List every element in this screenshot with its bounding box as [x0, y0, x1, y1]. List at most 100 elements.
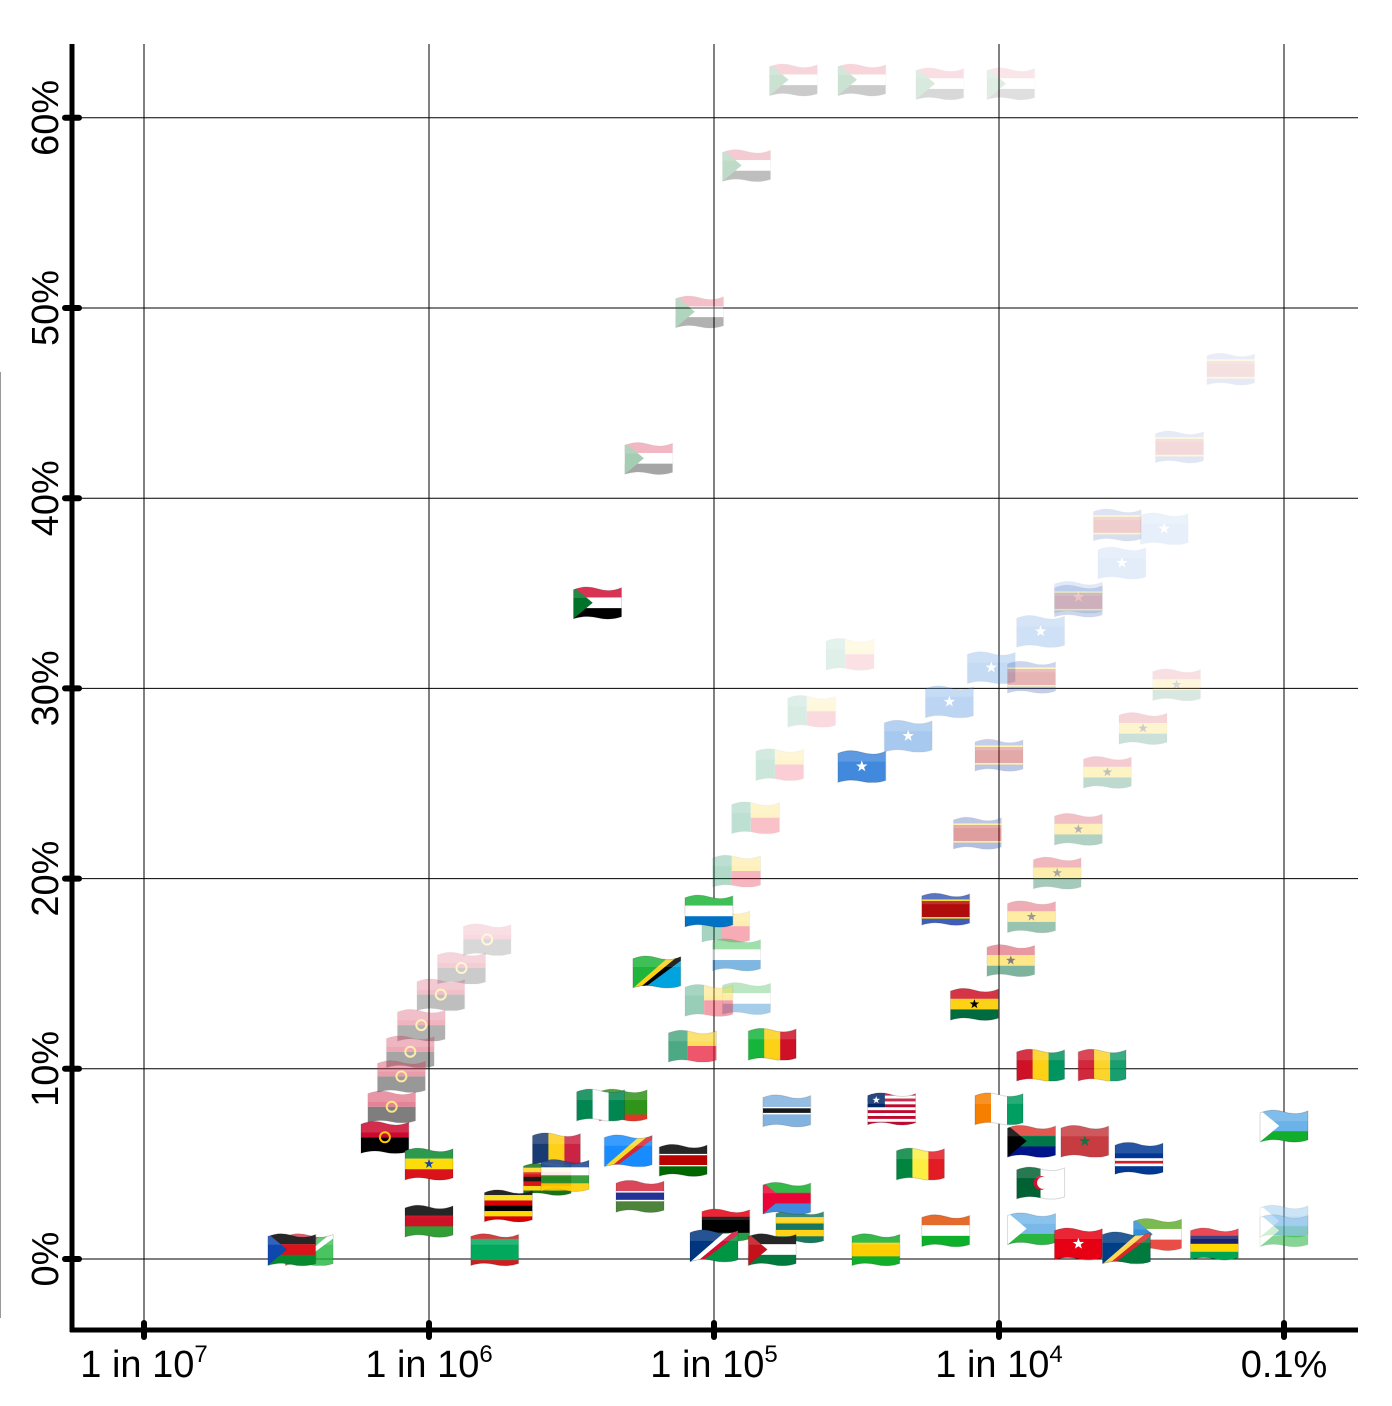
flag-point-tunisia — [1053, 1227, 1103, 1261]
flag-point-sudan — [624, 442, 674, 476]
flag-point-benin — [667, 1029, 717, 1063]
flag-point-sudan — [675, 295, 725, 329]
flag-point-malawi — [404, 1204, 454, 1238]
flag-point-angola — [463, 923, 512, 956]
flag-point-eswatini — [952, 816, 1002, 850]
flag-point-botswana — [762, 1094, 812, 1128]
x-tick-label: 1 in 104 — [935, 1341, 1062, 1386]
y-tick-label: 30% — [25, 650, 67, 726]
flag-point-uganda — [483, 1189, 533, 1223]
flag-point-angola — [437, 952, 486, 984]
flag-point-eswatini — [1007, 660, 1056, 694]
flag-point-sao-tome — [851, 1233, 901, 1267]
flag-point-angola — [416, 978, 465, 1011]
flag-point-nigeria — [576, 1088, 626, 1122]
x-tick-label: 0.1% — [1241, 1344, 1328, 1386]
flag-point-angola — [385, 1035, 435, 1069]
x-axis-ticks: 1 in 107 1 in 106 1 in 105 1 in 104 0.1% — [80, 1320, 1328, 1386]
flag-point-ghana — [1152, 668, 1201, 701]
y-axis-ticks: 0% 10% 20% 30% 40% 50% 60% — [25, 80, 82, 1287]
flag-point-algeria — [1016, 1166, 1066, 1200]
flag-point-sudan — [915, 67, 964, 100]
flag-point-eswatini — [974, 738, 1024, 772]
flag-point-eswatini — [1155, 431, 1204, 464]
flag-point-eswatini — [1206, 353, 1255, 386]
flag-point-niger — [921, 1214, 971, 1248]
flag-point-cape-verde — [1114, 1141, 1164, 1175]
flag-point-djibouti — [1259, 1109, 1309, 1143]
flag-point-somalia — [1054, 581, 1103, 614]
flag-point-ghana — [1007, 900, 1056, 934]
flag-point-sudan — [986, 67, 1035, 100]
flag-points — [267, 64, 1309, 1267]
flag-point-ghana — [1053, 812, 1103, 846]
left-edge-rule — [0, 372, 1, 1318]
flag-point-benin — [787, 695, 836, 728]
flag-point-benin — [826, 638, 874, 671]
flag-point-sierra-leone — [722, 982, 771, 1016]
flag-point-somalia — [966, 651, 1016, 685]
y-tick-label: 0% — [25, 1232, 67, 1287]
flag-point-central-african-republic — [540, 1159, 590, 1193]
x-tick-label: 1 in 105 — [650, 1341, 777, 1386]
flag-point-liberia — [867, 1092, 917, 1126]
flag-point-angola — [396, 1008, 446, 1042]
flag-point-somalia — [883, 719, 933, 753]
flag-point-somalia — [1140, 512, 1189, 545]
flag-point-guinea — [1077, 1048, 1127, 1082]
flag-point-western-sahara — [747, 1233, 797, 1267]
flag-point-senegal — [895, 1147, 945, 1181]
flag-point-chad — [531, 1132, 581, 1166]
flag-point-eswatini — [1093, 509, 1142, 542]
flag-point-drc — [603, 1134, 653, 1168]
flag-point-benin — [712, 854, 762, 888]
flag-point-eswatini — [1054, 585, 1103, 618]
y-tick-label: 10% — [25, 1031, 67, 1107]
y-tick-label: 50% — [25, 270, 67, 346]
flag-point-sudan — [769, 64, 818, 97]
x-tick-label: 1 in 106 — [365, 1341, 492, 1386]
y-tick-label: 40% — [25, 460, 67, 536]
flag-point-guinea — [1016, 1048, 1066, 1082]
flag-point-djibouti — [1259, 1214, 1309, 1248]
flag-point-ghana — [949, 987, 999, 1021]
flag-point-somalia — [1016, 615, 1065, 648]
flag-point-morocco — [1060, 1124, 1110, 1158]
flag-point-djibouti — [1007, 1212, 1056, 1246]
flag-point-somalia — [1097, 547, 1146, 579]
flag-point-south-sudan — [267, 1233, 317, 1267]
flag-point-south-africa — [1007, 1124, 1056, 1158]
flag-point-eswatini — [921, 892, 971, 926]
flag-point-namibia — [689, 1229, 739, 1263]
flag-point-sierra-leone — [684, 894, 734, 928]
flag-point-ivory-coast — [974, 1092, 1024, 1126]
flag-point-seychelles — [1101, 1231, 1151, 1265]
flag-point-mauritius — [1189, 1227, 1239, 1261]
flag-point-benin — [731, 801, 780, 834]
flag-point-ghana — [1119, 712, 1167, 745]
flag-point-angola — [367, 1090, 417, 1124]
y-tick-label: 60% — [25, 80, 67, 156]
flag-point-ghana — [1032, 856, 1082, 890]
flag-point-angola — [360, 1121, 410, 1155]
flag-point-benin — [684, 984, 734, 1018]
flag-point-somalia — [924, 685, 974, 719]
flag-point-gambia — [615, 1179, 665, 1213]
flag-point-kenya — [658, 1143, 708, 1177]
flag-point-ghana — [1083, 756, 1132, 789]
flag-point-tanzania — [632, 955, 682, 989]
flag-point-mauritania — [470, 1233, 520, 1267]
y-tick-label: 20% — [25, 841, 67, 917]
flag-point-sierra-leone — [712, 938, 762, 972]
flag-point-somalia — [837, 750, 887, 784]
flag-point-benin — [755, 748, 804, 781]
x-tick-label: 1 in 107 — [80, 1341, 207, 1386]
flag-point-sudan — [573, 586, 622, 620]
flag-point-sudan — [722, 149, 771, 182]
flag-point-ghana — [986, 944, 1036, 978]
flag-point-mali — [747, 1027, 797, 1061]
flag-point-ethiopia — [404, 1147, 454, 1181]
flag-point-eritrea — [762, 1181, 812, 1215]
flag-point-sudan — [837, 64, 886, 97]
